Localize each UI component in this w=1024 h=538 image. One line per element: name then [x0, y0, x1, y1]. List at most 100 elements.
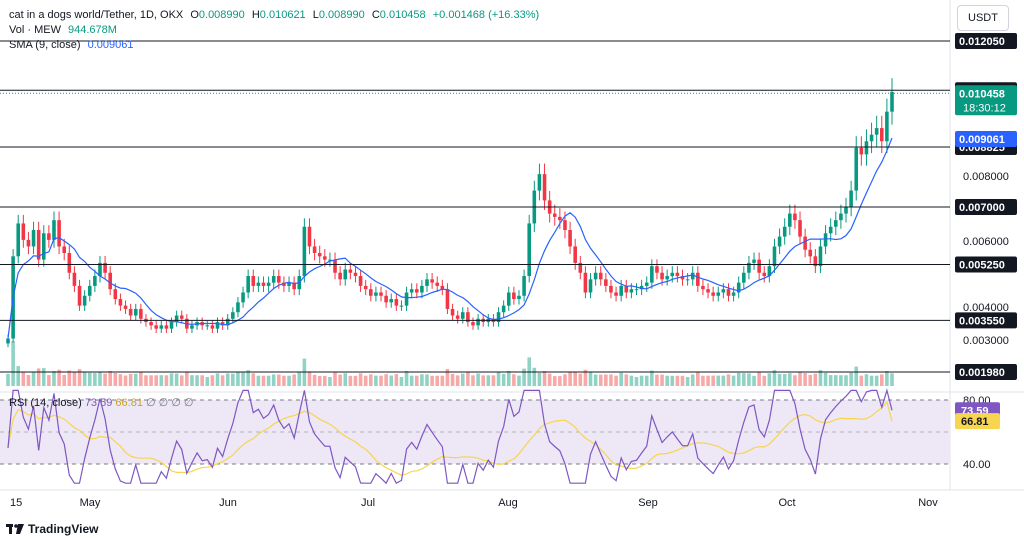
candle: [31, 230, 36, 247]
volume-bar: [670, 375, 675, 386]
volume-bar: [777, 373, 782, 386]
candle: [757, 259, 761, 273]
volume-bar: [363, 375, 368, 386]
volume-bar: [563, 374, 567, 386]
price-tick-label: 0.006000: [963, 236, 1009, 248]
candle: [103, 262, 107, 273]
volume-bar: [292, 374, 296, 386]
candle: [123, 305, 128, 309]
volume-bar: [154, 375, 158, 386]
candle: [394, 299, 399, 306]
volume-bar: [593, 374, 598, 386]
volume-bar: [113, 373, 118, 386]
candle: [225, 318, 230, 326]
volume-bar: [374, 375, 378, 386]
candle: [292, 282, 296, 290]
volume-bar: [11, 341, 15, 386]
volume-bar: [655, 374, 659, 386]
volume-bar: [762, 375, 767, 386]
candle: [430, 279, 434, 283]
candle: [113, 289, 118, 300]
volume-bar: [251, 373, 256, 386]
candle: [885, 111, 889, 142]
volume-bar: [788, 373, 792, 386]
volume-label: Vol · MEW: [9, 24, 61, 36]
volume-bar: [854, 366, 859, 386]
volume-bar: [839, 375, 843, 386]
candle: [409, 289, 414, 293]
candle: [241, 292, 245, 303]
candle: [210, 325, 215, 329]
candle: [476, 318, 480, 326]
volume-bar: [41, 368, 46, 386]
candle: [798, 220, 802, 237]
candle: [512, 292, 516, 300]
candle: [159, 325, 164, 329]
sma-price-tag: [955, 131, 1017, 147]
volume-bar: [210, 375, 215, 386]
volume-bar: [420, 374, 424, 386]
time-label-aug: Aug: [498, 497, 518, 509]
volume-bar: [445, 369, 450, 386]
volume-bar: [108, 371, 112, 386]
volume-bar: [890, 373, 894, 386]
candle: [650, 266, 654, 283]
volume-bar: [144, 375, 148, 386]
volume-bar: [399, 377, 404, 386]
high-value: 0.010621: [259, 9, 306, 21]
candle: [777, 236, 782, 247]
volume-bar: [680, 375, 685, 386]
volume-bar: [389, 375, 394, 386]
level-0.007000-label: 0.007000: [959, 202, 1005, 214]
candle: [231, 312, 235, 319]
volume-bar: [849, 372, 853, 386]
volume-value: 944.678M: [68, 24, 117, 36]
volume-bar: [343, 373, 348, 386]
volume-bar: [491, 375, 496, 386]
volume-bar: [87, 372, 92, 386]
candle: [537, 174, 542, 191]
volume-bar: [731, 375, 736, 386]
volume-bar: [496, 371, 501, 386]
volume-bar: [455, 375, 460, 386]
candle: [399, 305, 404, 307]
volume-bar: [747, 373, 751, 386]
candle: [26, 239, 31, 247]
candle: [716, 292, 721, 296]
volume-bar: [716, 375, 721, 386]
volume-bar: [476, 373, 480, 386]
volume-bar: [6, 373, 10, 386]
candle: [527, 223, 531, 277]
volume-bar: [287, 375, 291, 386]
candle: [77, 285, 82, 306]
candle: [379, 292, 383, 296]
sma-label: SMA (9, close): [9, 39, 81, 51]
level-0.001980-label: 0.001980: [959, 367, 1005, 379]
volume-bar: [568, 372, 572, 386]
volume-bar: [823, 372, 828, 386]
sma-price-value: 0.009061: [959, 134, 1005, 146]
volume-bar: [573, 371, 577, 386]
volume-bar: [414, 375, 419, 386]
candle: [374, 292, 378, 296]
candle: [859, 147, 864, 155]
candle: [726, 289, 731, 296]
candle: [317, 253, 322, 257]
tradingview-logo[interactable]: TradingView: [6, 522, 98, 536]
candle: [552, 213, 557, 217]
candle: [558, 216, 562, 221]
candle: [323, 256, 327, 260]
volume-bar: [128, 373, 133, 386]
candle: [455, 315, 460, 319]
candle: [583, 272, 588, 293]
volume-bar: [486, 375, 491, 386]
volume-bar: [31, 371, 36, 386]
candle: [598, 272, 603, 280]
tradingview-logo-icon: [6, 524, 24, 534]
candle: [133, 308, 138, 316]
currency-button[interactable]: USDT: [957, 5, 1009, 31]
candle: [614, 292, 618, 296]
volume-bar: [307, 371, 312, 386]
volume-bar: [93, 373, 97, 386]
